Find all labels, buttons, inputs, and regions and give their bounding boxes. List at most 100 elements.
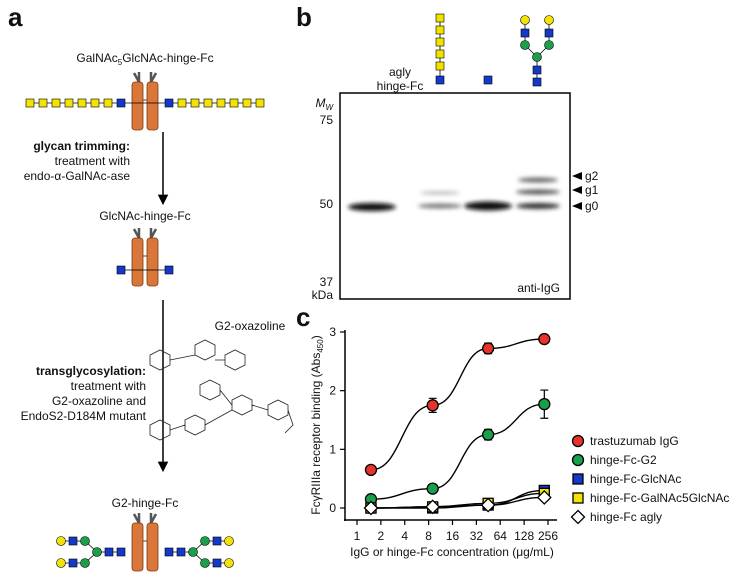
glycan-circle	[224, 536, 234, 546]
legend-marker	[572, 473, 584, 485]
legend-marker	[572, 492, 584, 504]
glycan-circle	[80, 536, 90, 546]
band-markers	[572, 172, 582, 210]
subscript: W	[325, 103, 334, 112]
y-tick-label: 0	[329, 501, 336, 515]
glycan-square	[435, 61, 445, 71]
lane-label: hinge-Fc	[377, 79, 424, 93]
fc-chain	[131, 522, 144, 572]
glycan-square	[203, 98, 213, 108]
marker	[425, 499, 441, 515]
hinge	[132, 513, 158, 524]
chemical-structure	[149, 339, 294, 441]
x-tick-label: 2	[378, 529, 385, 543]
legend-marker	[570, 509, 586, 525]
legend-marker	[571, 434, 585, 448]
fc-chain	[131, 237, 144, 287]
glycan-square	[229, 98, 239, 108]
glycan-square	[164, 265, 174, 275]
glycan-square	[176, 547, 186, 557]
band	[516, 203, 560, 209]
blot	[339, 92, 571, 300]
mw-tick: 37	[320, 275, 334, 289]
glycan-square	[116, 547, 126, 557]
step-title: glycan trimming:	[33, 139, 130, 153]
hinge	[132, 72, 158, 83]
lane-label: agly	[389, 65, 411, 79]
glycan-circle	[200, 558, 210, 568]
mw-label: MW	[315, 96, 334, 112]
fc-chain	[146, 81, 159, 131]
x-tick-label: 64	[494, 529, 508, 543]
glycan-circle	[532, 52, 542, 62]
glycan-circle	[224, 558, 234, 568]
glycan-square	[483, 75, 493, 85]
marker	[426, 482, 439, 495]
glycan-square	[64, 98, 74, 108]
step-text: endo-α-GalNAc-ase	[24, 169, 131, 183]
marker	[538, 398, 551, 411]
glycan-square	[116, 98, 126, 108]
marker	[426, 399, 439, 412]
glycan-circle	[92, 547, 102, 557]
text: FcγRIIIa receptor binding (Abs	[309, 353, 323, 515]
construct-label: GlcNAc-hinge-Fc	[99, 209, 190, 223]
glycan-square	[90, 98, 100, 108]
glycan-square	[435, 13, 445, 23]
glycan-square	[242, 98, 252, 108]
mw-tick: 75	[320, 113, 334, 127]
subscript: 5	[118, 58, 123, 67]
glycan-square	[532, 65, 542, 75]
x-tick-label: 256	[538, 529, 558, 543]
marker	[481, 342, 495, 355]
glycan-square	[177, 98, 187, 108]
glycan-square	[212, 558, 222, 568]
step-title: transglycosylation:	[36, 364, 146, 378]
glycan-circle	[188, 547, 198, 557]
reagent-label: G2-oxazoline	[215, 319, 286, 333]
legend-label: hinge-Fc-GalNAc5GlcNAc	[590, 491, 729, 505]
step-text: EndoS2-D184M mutant	[21, 409, 147, 423]
legend-item: hinge-Fc agly	[570, 509, 662, 525]
bands	[348, 177, 560, 211]
fc-chain	[131, 81, 144, 131]
glycan-circle	[544, 15, 554, 25]
text: GalNAc	[76, 51, 117, 65]
text: M	[315, 96, 325, 110]
band-label: g0	[585, 199, 599, 213]
fc-chain	[146, 237, 159, 287]
antibody-label: anti-IgG	[517, 281, 560, 295]
glycan-square	[216, 98, 226, 108]
subscript: 450	[316, 339, 325, 353]
band	[420, 191, 460, 195]
legend-label: hinge-Fc agly	[590, 510, 662, 524]
x-tick-label: 32	[470, 529, 484, 543]
glycan-square	[68, 536, 78, 546]
marker	[536, 490, 552, 505]
band	[516, 189, 560, 195]
y-axis-label: FcγRIIIa receptor binding (Abs450)	[309, 335, 325, 514]
x-tick-label: 16	[446, 529, 460, 543]
legend-item: hinge-Fc-GlcNAc	[572, 472, 681, 486]
glycan-circle	[56, 536, 66, 546]
glycan-square	[38, 98, 48, 108]
glycan-square	[435, 75, 445, 85]
y-tick-label: 2	[329, 384, 336, 398]
glycan-square	[255, 98, 265, 108]
glycan-square	[104, 547, 114, 557]
glycan-circle	[200, 536, 210, 546]
marker	[480, 497, 496, 513]
glycan-square	[116, 265, 126, 275]
mw-tick: 50	[320, 197, 334, 211]
legend-label: trastuzumab IgG	[590, 434, 679, 448]
glycan-square	[212, 536, 222, 546]
construct-label: G2-hinge-Fc	[112, 496, 179, 510]
glycan-square	[435, 37, 445, 47]
marker	[481, 428, 495, 441]
glycan-square	[520, 28, 530, 38]
series-line	[370, 496, 545, 509]
text: GlcNAc-hinge-Fc	[122, 51, 213, 65]
band	[348, 203, 396, 211]
fc-chain	[146, 522, 159, 572]
legend-marker	[571, 453, 585, 467]
